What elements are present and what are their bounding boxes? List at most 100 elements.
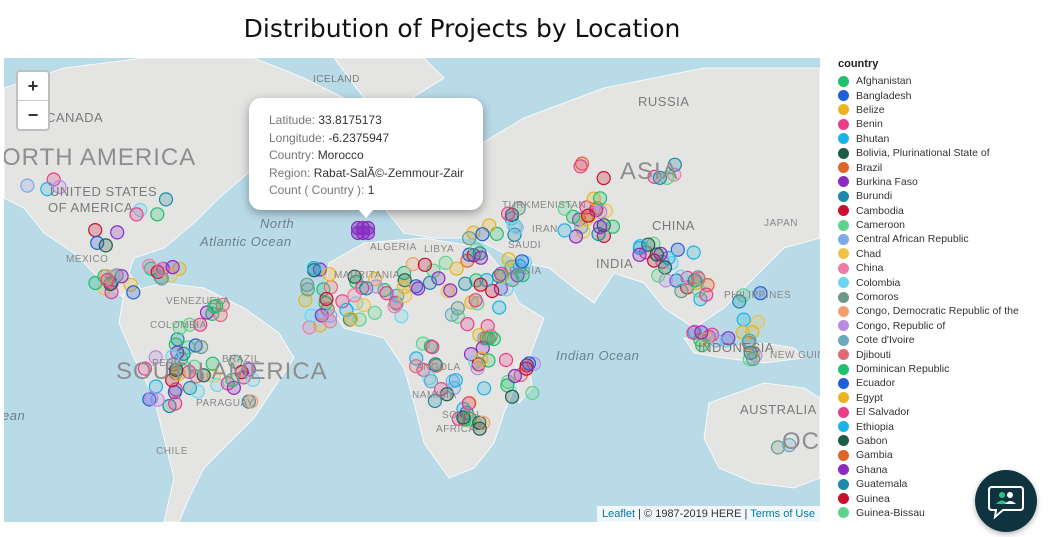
project-marker[interactable] — [649, 247, 664, 262]
legend-item[interactable]: Ecuador — [838, 376, 1048, 390]
project-marker[interactable] — [514, 254, 530, 269]
project-marker[interactable] — [210, 377, 225, 393]
project-marker[interactable] — [449, 261, 464, 276]
project-marker[interactable] — [557, 201, 572, 216]
project-marker[interactable] — [736, 312, 751, 327]
project-marker[interactable] — [387, 299, 402, 314]
project-marker[interactable] — [493, 266, 509, 281]
project-marker[interactable] — [172, 320, 187, 336]
project-marker[interactable] — [90, 235, 105, 250]
project-marker[interactable] — [322, 267, 337, 282]
project-marker[interactable] — [323, 308, 338, 323]
legend-item[interactable]: Burkina Faso — [838, 175, 1048, 189]
project-marker[interactable] — [335, 294, 350, 309]
project-marker[interactable] — [475, 227, 490, 242]
legend-item[interactable]: Guinea-Bissau — [838, 506, 1048, 520]
project-marker[interactable] — [431, 271, 446, 286]
project-marker[interactable] — [486, 331, 501, 347]
legend-item[interactable]: China — [838, 261, 1048, 275]
project-marker[interactable] — [411, 281, 426, 296]
legend-item[interactable]: Gambia — [838, 448, 1048, 462]
project-marker[interactable] — [745, 351, 761, 367]
project-marker[interactable] — [525, 385, 540, 401]
project-marker[interactable] — [557, 223, 572, 238]
project-marker[interactable] — [379, 286, 394, 301]
project-marker[interactable] — [646, 236, 661, 251]
project-marker[interactable] — [144, 391, 159, 406]
project-marker[interactable] — [474, 351, 489, 366]
project-marker[interactable] — [194, 339, 209, 355]
project-marker[interactable] — [298, 293, 313, 308]
project-marker[interactable] — [356, 298, 371, 313]
legend-item[interactable]: Central African Republic — [838, 232, 1048, 246]
project-marker[interactable] — [473, 277, 488, 292]
project-marker[interactable] — [573, 159, 588, 174]
project-marker[interactable] — [691, 283, 706, 298]
project-marker[interactable] — [302, 320, 317, 335]
project-marker[interactable] — [196, 368, 211, 383]
project-marker[interactable] — [473, 250, 488, 265]
project-marker[interactable] — [425, 340, 440, 355]
map-canvas[interactable] — [4, 58, 820, 522]
project-marker[interactable] — [396, 280, 411, 295]
project-marker[interactable] — [367, 305, 382, 320]
legend-item[interactable]: Brazil — [838, 160, 1048, 174]
project-marker[interactable] — [444, 307, 459, 322]
legend-item[interactable]: El Salvador — [838, 405, 1048, 419]
project-marker[interactable] — [505, 389, 520, 404]
map-view[interactable]: ICELAND CANADA RUSSIA ORTH AMERICA ASIA … — [4, 58, 820, 522]
project-marker[interactable] — [190, 384, 205, 399]
project-marker[interactable] — [460, 317, 475, 332]
project-marker[interactable] — [694, 325, 709, 340]
project-marker[interactable] — [509, 220, 524, 235]
project-marker[interactable] — [244, 394, 259, 409]
project-marker[interactable] — [182, 380, 198, 396]
project-marker[interactable] — [632, 247, 647, 262]
project-marker[interactable] — [409, 279, 424, 294]
project-marker[interactable] — [428, 357, 443, 372]
legend-item[interactable]: Comoros — [838, 290, 1048, 304]
legend-item[interactable]: Dominican Republic — [838, 362, 1048, 376]
project-marker[interactable] — [205, 356, 220, 371]
project-marker[interactable] — [448, 373, 463, 388]
project-marker[interactable] — [369, 279, 384, 294]
project-marker[interactable] — [129, 207, 144, 222]
project-marker[interactable] — [234, 365, 249, 380]
project-marker[interactable] — [507, 368, 522, 384]
legend-item[interactable]: Cote d'Ivoire — [838, 333, 1048, 347]
legend-item[interactable]: Cameroon — [838, 218, 1048, 232]
project-marker[interactable] — [652, 170, 668, 185]
legend-item[interactable]: Bangladesh — [838, 88, 1048, 102]
project-marker[interactable] — [592, 219, 608, 235]
legend-item[interactable]: Congo, Democratic Republic of the — [838, 304, 1048, 318]
project-marker[interactable] — [521, 356, 537, 371]
project-marker[interactable] — [171, 366, 186, 381]
project-marker[interactable] — [154, 262, 169, 277]
project-marker[interactable] — [323, 280, 338, 295]
project-marker[interactable] — [150, 207, 165, 222]
project-marker[interactable] — [137, 361, 153, 376]
project-marker[interactable] — [709, 333, 724, 348]
project-marker[interactable] — [515, 268, 530, 283]
morocco-marker[interactable] — [350, 225, 366, 241]
project-marker[interactable] — [88, 223, 103, 238]
project-marker[interactable] — [456, 410, 471, 425]
legend-item[interactable]: Djibouti — [838, 347, 1048, 361]
project-marker[interactable] — [423, 374, 439, 389]
project-marker[interactable] — [462, 231, 477, 246]
project-marker[interactable] — [98, 238, 113, 253]
terms-link[interactable]: Terms of Use — [750, 508, 815, 520]
project-marker[interactable] — [417, 257, 432, 272]
project-marker[interactable] — [20, 178, 35, 193]
project-marker[interactable] — [52, 179, 67, 195]
legend-item[interactable]: Bolivia, Plurinational State of — [838, 146, 1048, 160]
project-marker[interactable] — [347, 269, 362, 284]
project-marker[interactable] — [300, 277, 315, 292]
legend-item[interactable]: Afghanistan — [838, 74, 1048, 88]
project-marker[interactable] — [605, 219, 621, 234]
project-marker[interactable] — [753, 286, 768, 301]
project-marker[interactable] — [472, 421, 487, 436]
project-marker[interactable] — [596, 170, 611, 186]
project-marker[interactable] — [169, 362, 184, 377]
project-marker[interactable] — [409, 359, 424, 374]
